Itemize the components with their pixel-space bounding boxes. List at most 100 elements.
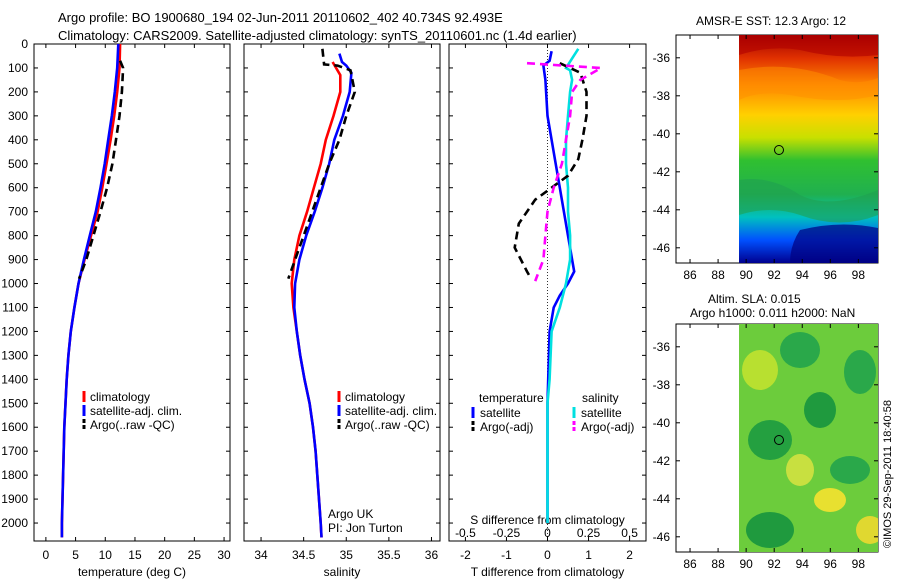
series-line — [287, 48, 357, 280]
x-tick-label: 5 — [72, 548, 79, 562]
legend-label: climatology — [345, 390, 405, 404]
sla-map — [675, 323, 879, 553]
y-tick-label: 1200 — [1, 324, 28, 338]
y-tick-label: 1400 — [1, 372, 28, 386]
y-tick-label: 1700 — [1, 444, 28, 458]
legend-label: satellite-adj. clim. — [90, 404, 182, 418]
series-line — [546, 48, 580, 523]
map-lon-label: 96 — [824, 268, 838, 282]
sla-low-eddy — [804, 392, 836, 428]
x-tick-label: 10 — [99, 548, 113, 562]
sla-low-eddy — [746, 512, 794, 548]
legend-label: satellite — [480, 406, 521, 420]
x-tick-label: 0 — [544, 548, 551, 562]
map-lon-label: 98 — [852, 557, 866, 571]
map-lon-label: 98 — [852, 268, 866, 282]
legend-group-title: temperature — [479, 391, 544, 405]
y-tick-label: 0 — [21, 37, 28, 51]
x-tick-label: 15 — [128, 548, 142, 562]
x-axis-label: temperature (deg C) — [78, 565, 186, 579]
map-lat-label: -44 — [653, 203, 671, 217]
map-lat-label: -40 — [653, 127, 671, 141]
y-tick-label: 600 — [8, 181, 28, 195]
y-tick-label: 2000 — [1, 516, 28, 530]
x-tick-label: -2 — [460, 548, 471, 562]
sla-high-eddy — [856, 516, 878, 544]
plot-annotation: Argo UK — [328, 507, 373, 521]
x-axis-label: T difference from climatology — [471, 565, 625, 579]
series-line — [513, 62, 588, 280]
legend-group-title: salinity — [582, 391, 619, 405]
x-tick-label: 20 — [158, 548, 172, 562]
x-top-tick-label: 0.5 — [621, 526, 638, 540]
map-lon-label: 88 — [711, 557, 725, 571]
map-lon-label: 90 — [739, 557, 753, 571]
legend-label: Argo(..raw -QC) — [90, 418, 175, 432]
legend-label: Argo(-adj) — [480, 420, 533, 434]
map-lat-label: -42 — [653, 454, 671, 468]
sst-cold-patch — [790, 224, 878, 263]
legend-label: Argo(-adj) — [581, 420, 634, 434]
y-tick-label: 1500 — [1, 396, 28, 410]
sst-orange-band — [739, 66, 878, 100]
y-tick-label: 1300 — [1, 348, 28, 362]
sla-low-eddy — [780, 332, 820, 368]
y-tick-label: 400 — [8, 133, 28, 147]
sla-argo-marker — [774, 435, 784, 445]
series-line — [526, 61, 606, 282]
y-tick-label: 1800 — [1, 468, 28, 482]
map-lon-label: 96 — [824, 557, 838, 571]
plot-annotation: PI: Jon Turton — [328, 521, 403, 535]
map-lat-label: -36 — [653, 51, 671, 65]
map-lon-label: 92 — [768, 268, 782, 282]
sst-map-title: AMSR-E SST: 12.3 Argo: 12 — [696, 14, 847, 28]
map-lat-label: -46 — [653, 241, 671, 255]
map-lon-label: 90 — [739, 268, 753, 282]
x-tick-label: 25 — [188, 548, 202, 562]
sst-map — [675, 34, 879, 264]
map-lat-label: -38 — [653, 89, 671, 103]
sla-low-eddy — [748, 420, 792, 460]
legend-label: climatology — [90, 390, 150, 404]
map-lat-label: -40 — [653, 416, 671, 430]
y-tick-label: 1900 — [1, 492, 28, 506]
series-line — [542, 50, 576, 523]
map-lon-label: 92 — [768, 557, 782, 571]
y-tick-label: 800 — [8, 229, 28, 243]
x-tick-label: 1 — [585, 548, 592, 562]
sst-green-front — [739, 179, 878, 223]
series-line — [77, 60, 125, 280]
y-tick-label: 1100 — [2, 300, 28, 314]
x-tick-label: 0 — [43, 548, 50, 562]
salinity-plot-frame — [243, 43, 441, 542]
map-lon-label: 88 — [711, 268, 725, 282]
x-tick-label: 34.5 — [292, 548, 316, 562]
legend-label: satellite-adj. clim. — [345, 404, 437, 418]
map-lat-label: -42 — [653, 165, 671, 179]
sla-map-title-line2: Argo h1000: 0.011 h2000: NaN — [690, 306, 856, 320]
x-tick-label: 35 — [340, 548, 354, 562]
sla-high-eddy — [786, 454, 814, 486]
sla-low-eddy — [830, 456, 870, 484]
legend-label: Argo(..raw -QC) — [345, 418, 430, 432]
x-top-tick-label: 0.25 — [577, 526, 601, 540]
x-tick-label: 2 — [626, 548, 633, 562]
y-tick-label: 500 — [8, 157, 28, 171]
x-tick-label: 30 — [217, 548, 231, 562]
y-tick-label: 900 — [8, 253, 28, 267]
map-lat-label: -36 — [653, 340, 671, 354]
credit-text: ©IMOS 29-Sep-2011 18:40:58 — [882, 400, 894, 548]
sst-warm-patch — [739, 35, 878, 57]
sla-low-eddy — [844, 350, 876, 394]
map-lat-label: -44 — [653, 492, 671, 506]
y-tick-label: 700 — [8, 205, 28, 219]
legend-label: satellite — [581, 406, 622, 420]
figure-title-line1: Argo profile: BO 1900680_194 02-Jun-2011… — [58, 10, 503, 25]
y-tick-label: 100 — [8, 61, 28, 75]
series-line — [292, 53, 353, 538]
sla-high-eddy — [814, 488, 846, 512]
map-lat-label: -46 — [653, 530, 671, 544]
x-top-tick-label: -0.25 — [493, 526, 521, 540]
